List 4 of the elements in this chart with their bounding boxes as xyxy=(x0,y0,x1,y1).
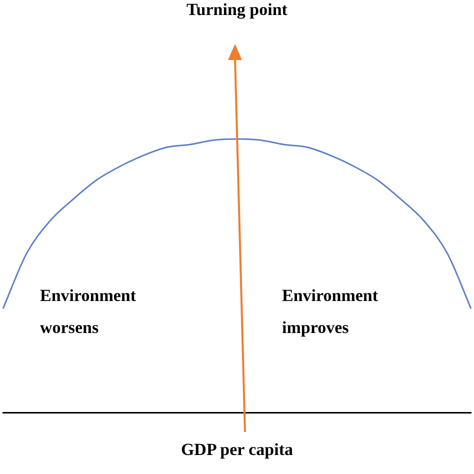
x-axis-title: GDP per capita xyxy=(180,440,294,460)
annotation: Environment improves xyxy=(282,285,380,339)
chart-title: Turning point xyxy=(186,0,288,20)
annotation: Environment worsens xyxy=(40,285,138,339)
